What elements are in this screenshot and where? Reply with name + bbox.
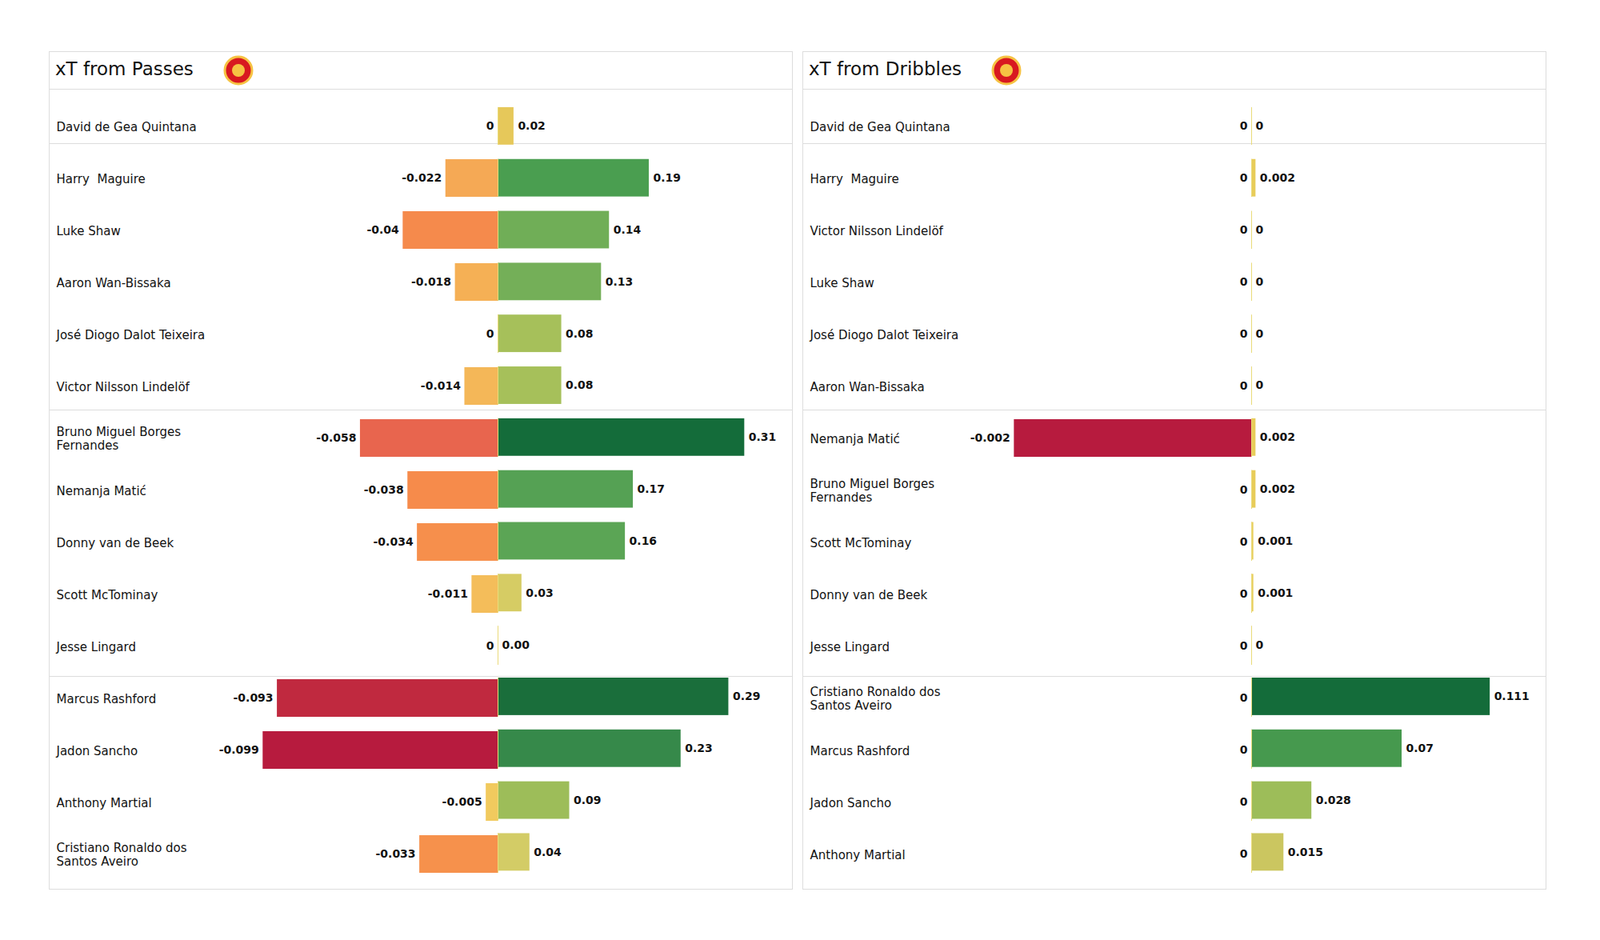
svg-text:0: 0 <box>1240 535 1248 548</box>
svg-text:0: 0 <box>1240 327 1248 340</box>
svg-text:Harry Maguire: Harry Maguire <box>810 172 900 187</box>
svg-text:-0.034: -0.034 <box>373 535 414 548</box>
svg-text:Cristiano Ronaldo dosSantos Av: Cristiano Ronaldo dosSantos Aveiro <box>56 840 188 869</box>
svg-text:Donny van de Beek: Donny van de Beek <box>56 536 175 551</box>
svg-text:0.028: 0.028 <box>1316 793 1352 807</box>
svg-text:0: 0 <box>1240 795 1248 808</box>
svg-text:0: 0 <box>1255 327 1264 340</box>
svg-text:0: 0 <box>1240 171 1248 184</box>
svg-text:0.111: 0.111 <box>1494 689 1530 703</box>
svg-text:0.13: 0.13 <box>605 275 633 288</box>
svg-text:0.16: 0.16 <box>629 534 657 548</box>
svg-text:Jesse Lingard: Jesse Lingard <box>809 640 890 655</box>
svg-text:0.31: 0.31 <box>748 430 776 444</box>
svg-text:0: 0 <box>1255 119 1264 132</box>
svg-text:Luke Shaw: Luke Shaw <box>56 224 121 239</box>
svg-text:Anthony Martial: Anthony Martial <box>56 796 152 811</box>
svg-text:Jadon Sancho: Jadon Sancho <box>809 796 892 811</box>
svg-text:Cristiano Ronaldo dosSantos Av: Cristiano Ronaldo dosSantos Aveiro <box>810 684 941 713</box>
svg-text:0.09: 0.09 <box>573 793 601 807</box>
svg-text:Luke Shaw: Luke Shaw <box>810 276 875 291</box>
svg-text:Nemanja Matić: Nemanja Matić <box>56 484 147 499</box>
svg-text:0.08: 0.08 <box>565 327 593 340</box>
svg-text:-0.022: -0.022 <box>401 171 442 184</box>
svg-text:0: 0 <box>1240 691 1248 704</box>
svg-text:0.00: 0.00 <box>501 638 530 652</box>
svg-text:0: 0 <box>486 327 495 340</box>
svg-text:-0.011: -0.011 <box>428 587 468 600</box>
svg-text:Victor Nilsson Lindelöf: Victor Nilsson Lindelöf <box>56 380 191 395</box>
svg-text:-0.005: -0.005 <box>442 795 483 808</box>
svg-text:0: 0 <box>1240 379 1248 392</box>
svg-text:Bruno Miguel BorgesFernandes: Bruno Miguel BorgesFernandes <box>56 424 182 453</box>
svg-text:-0.033: -0.033 <box>376 847 416 860</box>
svg-text:0: 0 <box>1255 378 1264 392</box>
svg-text:0.23: 0.23 <box>684 741 712 755</box>
svg-text:Victor Nilsson Lindelöf: Victor Nilsson Lindelöf <box>810 224 944 239</box>
svg-text:Aaron Wan-Bissaka: Aaron Wan-Bissaka <box>56 276 172 291</box>
svg-text:0: 0 <box>1240 847 1248 860</box>
svg-text:0: 0 <box>1240 275 1248 288</box>
svg-text:0.07: 0.07 <box>1406 741 1434 755</box>
svg-text:Marcus Rashford: Marcus Rashford <box>810 744 911 759</box>
svg-text:0.002: 0.002 <box>1260 430 1296 444</box>
svg-text:Aaron Wan-Bissaka: Aaron Wan-Bissaka <box>810 380 925 395</box>
svg-text:Scott McTominay: Scott McTominay <box>810 536 912 551</box>
svg-text:0.015: 0.015 <box>1288 845 1324 859</box>
svg-text:0.001: 0.001 <box>1257 586 1293 600</box>
svg-text:-0.018: -0.018 <box>411 275 452 288</box>
svg-text:Bruno Miguel BorgesFernandes: Bruno Miguel BorgesFernandes <box>810 476 936 505</box>
svg-text:Harry Maguire: Harry Maguire <box>56 172 146 187</box>
svg-text:0.03: 0.03 <box>525 586 553 600</box>
svg-text:Jesse Lingard: Jesse Lingard <box>56 640 136 655</box>
svg-text:-0.014: -0.014 <box>420 379 461 392</box>
svg-text:0.002: 0.002 <box>1260 482 1296 496</box>
svg-text:0: 0 <box>1240 223 1248 236</box>
svg-text:Nemanja Matić: Nemanja Matić <box>810 432 900 447</box>
svg-text:0: 0 <box>1240 483 1248 496</box>
svg-text:0.08: 0.08 <box>565 378 593 392</box>
svg-text:-0.002: -0.002 <box>970 431 1011 444</box>
svg-text:0.001: 0.001 <box>1257 534 1293 548</box>
svg-text:Scott McTominay: Scott McTominay <box>56 588 159 603</box>
svg-text:0: 0 <box>1240 119 1248 132</box>
svg-text:0: 0 <box>1240 639 1248 652</box>
svg-text:Anthony Martial: Anthony Martial <box>810 848 906 863</box>
svg-text:0: 0 <box>1240 587 1248 600</box>
svg-text:0: 0 <box>1255 223 1264 236</box>
svg-text:0: 0 <box>486 119 495 132</box>
svg-text:José Diogo Dalot Teixeira: José Diogo Dalot Teixeira <box>56 328 206 343</box>
svg-text:0.29: 0.29 <box>732 689 760 703</box>
svg-text:David de Gea Quintana: David de Gea Quintana <box>810 120 951 135</box>
svg-text:Jadon Sancho: Jadon Sancho <box>56 744 139 759</box>
svg-text:-0.093: -0.093 <box>233 691 274 704</box>
svg-text:Marcus Rashford: Marcus Rashford <box>56 692 157 707</box>
svg-text:-0.099: -0.099 <box>219 743 260 756</box>
svg-text:David de Gea Quintana: David de Gea Quintana <box>56 120 197 135</box>
html-text:xT from Passes: xT from Passes <box>55 58 194 80</box>
svg-text:Donny van de Beek: Donny van de Beek <box>810 588 928 603</box>
svg-text:0: 0 <box>1255 275 1264 288</box>
svg-text:0.17: 0.17 <box>637 482 665 496</box>
svg-text:0.002: 0.002 <box>1260 171 1296 184</box>
svg-text:0.02: 0.02 <box>517 119 545 132</box>
svg-text:0: 0 <box>1240 743 1248 756</box>
svg-text:0: 0 <box>1255 638 1264 652</box>
svg-text:-0.038: -0.038 <box>364 483 404 496</box>
svg-text:-0.058: -0.058 <box>316 431 356 444</box>
svg-text:0: 0 <box>486 639 495 652</box>
svg-text:-0.04: -0.04 <box>366 223 400 236</box>
svg-text:0.19: 0.19 <box>652 171 680 184</box>
svg-text:0.04: 0.04 <box>533 845 562 859</box>
html-text:xT from Dribbles: xT from Dribbles <box>808 58 962 80</box>
svg-text:0.14: 0.14 <box>613 223 642 236</box>
svg-text:José Diogo Dalot Teixeira: José Diogo Dalot Teixeira <box>809 328 960 343</box>
